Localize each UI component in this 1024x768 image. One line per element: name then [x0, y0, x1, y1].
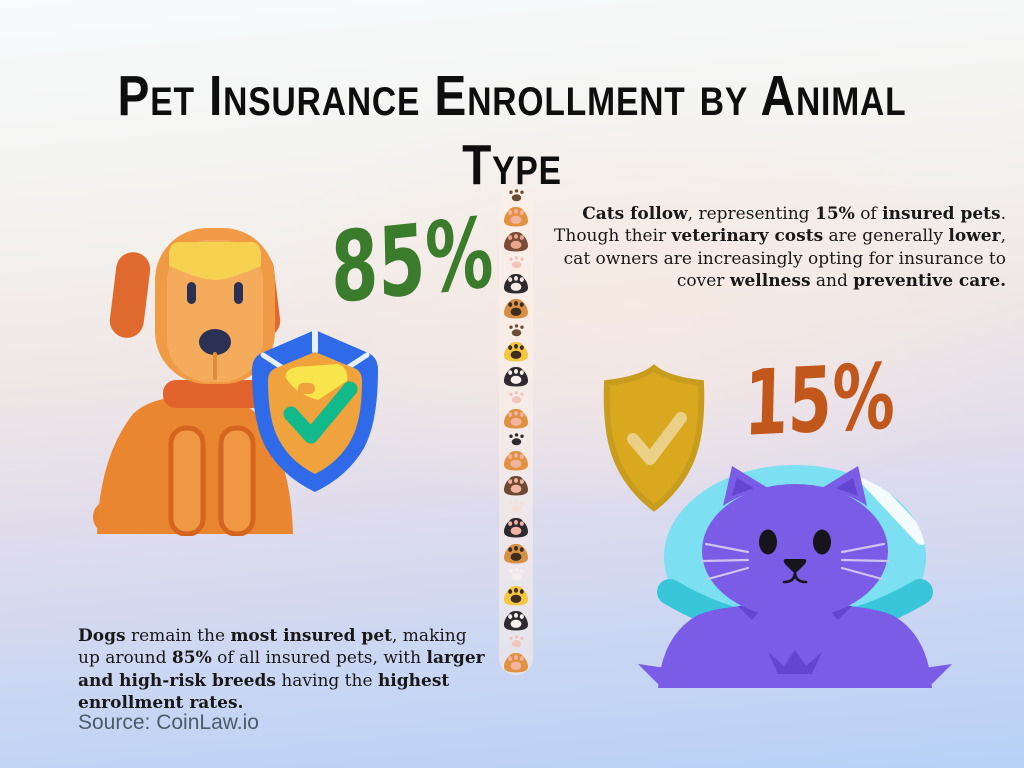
- cat-description: Cats follow, representing 15% of insured…: [554, 204, 1006, 292]
- paw-print-icon: [508, 500, 525, 513]
- source-credit: Source: CoinLaw.io: [78, 711, 259, 734]
- paw-print-icon: [503, 585, 529, 606]
- dog-percent-value: 85%: [329, 195, 495, 326]
- cat-illustration: [638, 465, 952, 688]
- page-title-line1: Pet Insurance Enrollment by Animal: [117, 64, 907, 129]
- cat-body: [658, 604, 932, 688]
- paw-print-icon: [508, 433, 525, 446]
- paw-print-icon: [508, 567, 525, 581]
- dog-eye-left: [187, 282, 196, 304]
- gold-shield-body: [603, 364, 705, 512]
- cat-whiskers: [700, 542, 890, 581]
- paw-print-divider: [499, 187, 533, 675]
- paw-print-icon: [508, 323, 525, 337]
- gold-shield-check-icon: [603, 364, 705, 512]
- cat-nose: [783, 559, 807, 573]
- dog-front-leg-left: [168, 425, 206, 536]
- page-title: Pet Insurance Enrollment by Animal Type: [82, 62, 942, 199]
- cat-ear-left-inner: [732, 478, 754, 496]
- paw-print-icon: [503, 543, 529, 564]
- dog-head-patch: [169, 242, 261, 280]
- paw-print-icon: [503, 450, 529, 471]
- paw-print-icon: [508, 635, 525, 648]
- page-title-line2: Type: [462, 132, 562, 197]
- paw-print-icon: [503, 517, 529, 538]
- paw-print-icon: [503, 298, 529, 319]
- paw-print-icon: [503, 273, 529, 294]
- dog-face: [167, 240, 263, 382]
- paw-print-icon: [508, 391, 525, 404]
- paw-print-icon: [503, 610, 529, 631]
- dog-front-leg-right: [218, 425, 256, 536]
- paw-print-icon: [508, 189, 525, 202]
- shield-highlight-notch: [298, 383, 315, 394]
- paw-print-icon: [503, 652, 529, 673]
- cat-eye-left: [759, 529, 777, 555]
- dog-nose: [199, 329, 231, 355]
- cat-fur-tuft-center: [768, 650, 822, 674]
- cat-eye-right: [813, 529, 831, 555]
- cat-percent-value: 15%: [743, 344, 897, 457]
- dog-collar: [163, 380, 267, 408]
- dog-description: Dogs remain the most insured pet, making…: [78, 626, 485, 714]
- paw-print-icon: [503, 231, 529, 252]
- check-icon: [283, 381, 358, 444]
- cat-head: [702, 484, 888, 618]
- paw-print-icon: [508, 256, 525, 269]
- paw-print-icon: [503, 408, 529, 429]
- dog-illustration: [93, 228, 293, 536]
- paw-print-icon: [503, 366, 529, 387]
- gold-check-icon: [627, 412, 687, 465]
- paw-print-icon: [503, 341, 529, 362]
- paw-print-icon: [503, 206, 529, 227]
- dog-ear-left: [109, 252, 151, 338]
- dog-eye-right: [234, 282, 243, 304]
- paw-print-icon: [503, 475, 529, 496]
- cat-mouth: [782, 570, 808, 584]
- blue-shield-check-icon: [252, 329, 378, 492]
- cat-ear-right-inner: [836, 478, 858, 496]
